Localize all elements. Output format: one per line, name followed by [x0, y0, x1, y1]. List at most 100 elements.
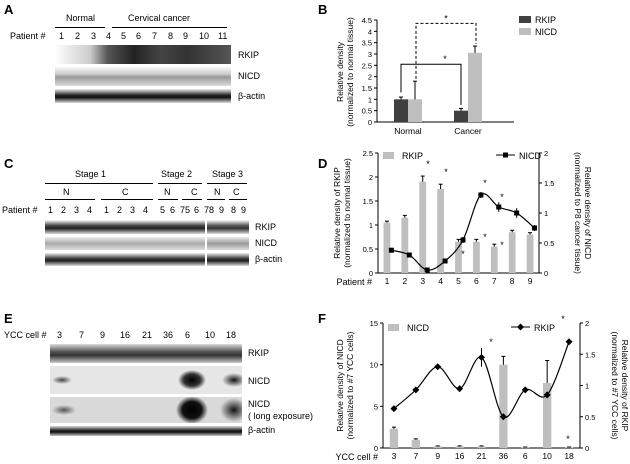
panel-f-bar-6 — [521, 447, 530, 448]
panel-b-ytick-label-7: 3.5 — [362, 39, 372, 48]
panel-d-star-4: * — [483, 232, 487, 242]
panel-d-bar-6 — [490, 246, 498, 273]
panel-f-line-point-1 — [412, 386, 420, 394]
panel-f-ytick-left-label-1: 5 — [374, 402, 378, 411]
panel-a-nicd-blot — [55, 66, 231, 86]
panel-f-bar-3 — [455, 446, 464, 448]
panel-b-ytick-label-6: 3 — [368, 50, 372, 59]
panel-b-bracket-nicd — [415, 22, 477, 79]
panel-e-band-long-exposure: ( long exposure) — [248, 411, 314, 421]
panel-c-n3-bracket — [207, 199, 225, 200]
panel-f-legend-swatch-0 — [388, 324, 399, 331]
panel-c-lane-16: 8 — [231, 205, 237, 215]
panel-b-ytick-label-3: 1.5 — [362, 84, 372, 93]
panel-d-line-point-7 — [514, 210, 520, 216]
panel-d-ytick-left-label-2: 1 — [369, 221, 373, 230]
panel-a-cancer-bracket — [112, 27, 227, 28]
panel-a-normal-label: Normal — [66, 13, 96, 23]
panel-b-ytick-label-9: 4.5 — [362, 16, 372, 25]
panel-b-star-1: * — [443, 54, 447, 64]
panel-e-letter: E — [4, 311, 13, 326]
panel-c-c3: C — [233, 187, 240, 197]
panel-a-rkip-blot — [55, 45, 231, 64]
panel-b-legend-label-1: NICD — [535, 27, 557, 37]
panel-d-line-point-6 — [496, 204, 502, 210]
panel-c-lane-1: 2 — [61, 205, 67, 215]
panel-b-bar-rkip-1 — [454, 110, 468, 122]
panel-e-band-rkip: RKIP — [248, 348, 270, 358]
panel-e-lane-8: 18 — [226, 330, 237, 340]
panel-e-band-nicd: NICD — [248, 376, 270, 386]
panel-f-letter: F — [318, 311, 326, 326]
panel-d-line-point-4 — [460, 237, 466, 243]
panel-a-lane-0: 1 — [59, 31, 65, 41]
panel-f-xlabel-0: 3 — [392, 451, 397, 461]
panel-d-line-point-0 — [388, 247, 394, 253]
panel-c-actin-blot — [45, 253, 205, 266]
panel-c-band-actin: β-actin — [255, 254, 283, 264]
panel-d-bar-4 — [455, 241, 462, 273]
panel-c-rkip-blot — [45, 220, 205, 234]
panel-c-lane-3: 4 — [87, 205, 93, 215]
panel-e-lane-6: 6 — [185, 330, 191, 340]
panel-d-legend-label-0: RKIP — [402, 151, 423, 161]
panel-d-line-point-2 — [424, 267, 430, 273]
panel-f-star-1: * — [561, 314, 565, 324]
panel-e-lane-7: 10 — [205, 330, 216, 340]
panel-d-legend-label-1: NICD — [519, 151, 541, 161]
panel-d-ytick-right-label-4: 2 — [544, 149, 548, 158]
panel-a-lane-7: 8 — [168, 31, 174, 41]
panel-c-lane-13: 7 — [204, 205, 210, 215]
panel-c-lane-17: 9 — [241, 205, 247, 215]
panel-a-lane-3: 4 — [106, 31, 112, 41]
panel-a-lane-10: 11 — [218, 31, 228, 41]
panel-d-star-2: * — [461, 249, 465, 259]
panel-d-line-point-1 — [406, 252, 412, 258]
panel-f-xlabel-8: 18 — [564, 451, 574, 461]
panel-c-n1-bracket — [45, 199, 95, 200]
panel-f-bar-4 — [477, 446, 486, 448]
panel-d-star-3: * — [483, 178, 487, 188]
panel-f-xlabel-4: 21 — [477, 451, 487, 461]
panel-f-star-0: * — [489, 337, 493, 347]
panel-d-ytick-left-label-5: 2.5 — [363, 149, 373, 158]
panel-d-ytick-right-label-0: 0 — [544, 269, 548, 278]
panel-f-ytick-right-label-2: 1 — [585, 382, 589, 391]
panel-d-xlabel-1: 2 — [402, 276, 407, 286]
panel-e-lane-3: 16 — [120, 330, 131, 340]
panel-f-legend-label-1: RKIP — [534, 323, 555, 333]
panel-a-letter: A — [4, 2, 14, 17]
panel-d-letter: D — [318, 156, 328, 171]
panel-d-xlabel-6: 7 — [492, 276, 497, 286]
panel-c-n3: N — [214, 187, 221, 197]
panel-f-xlabel-7: 10 — [542, 451, 552, 461]
panel-d-ylabel-right: Relative density of NICD(normalized to P… — [573, 152, 593, 274]
panel-f-ytick-left-label-0: 0 — [374, 444, 378, 453]
panel-d-xlabel-4: 5 — [456, 276, 461, 286]
panel-a-lane-5: 6 — [136, 31, 142, 41]
panel-c-lane-15: 9 — [219, 205, 225, 215]
panel-f-bar-8 — [564, 447, 574, 448]
panel-f-line-point-0 — [390, 405, 398, 413]
panel-c-lane-12: 6 — [194, 205, 200, 215]
panel-a-actin-blot — [55, 89, 231, 103]
panel-c-actin-blot-2 — [207, 253, 249, 266]
panel-b-bracket-rkip — [400, 63, 462, 105]
panel-a-lane-9: 10 — [199, 31, 210, 41]
panel-d-xlabel-2: 3 — [420, 276, 425, 286]
panel-d-bar-5 — [472, 241, 480, 273]
panel-d-star-6: * — [500, 240, 504, 250]
panel-c-lane-5: 2 — [117, 205, 123, 215]
panel-d-line-point-5 — [478, 192, 484, 198]
panel-c-stage2-bracket — [158, 183, 202, 184]
panel-e-band-actin: β-actin — [248, 425, 276, 435]
panel-c-lane-4: 1 — [104, 205, 110, 215]
panel-f-line-point-6 — [521, 386, 529, 394]
panel-d-ylabel-left: Relative density of RKIP(normalized to n… — [332, 158, 352, 268]
panel-d-bar-1 — [401, 217, 409, 273]
panel-f-legend-label-0: NICD — [407, 323, 429, 333]
